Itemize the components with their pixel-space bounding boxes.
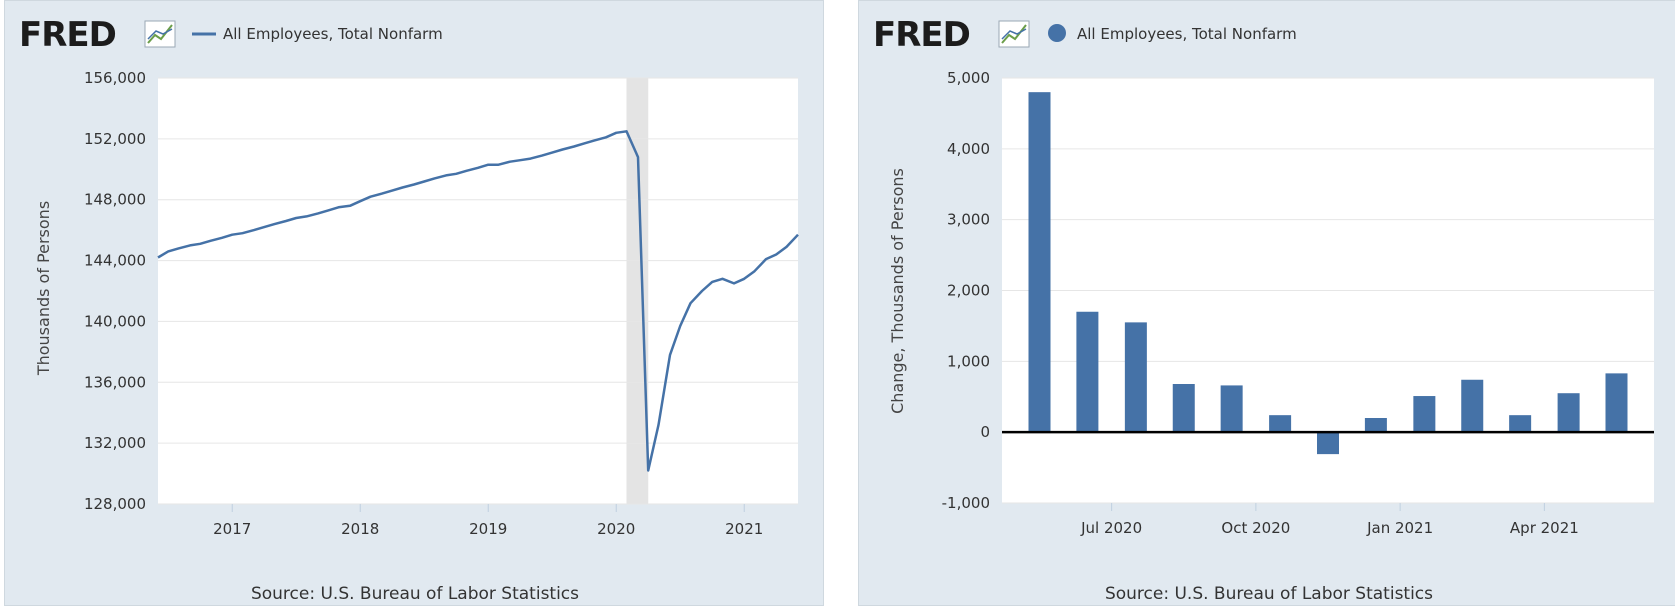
bar <box>1124 322 1147 433</box>
y-tick-label: 144,000 <box>84 252 146 270</box>
bar <box>1317 432 1339 455</box>
fred-logo: FRED <box>873 15 970 55</box>
y-tick-label: 5,000 <box>947 69 990 87</box>
series-line <box>157 130 799 472</box>
fred-logo: FRED <box>19 15 116 55</box>
y-tick-label: 128,000 <box>84 495 146 513</box>
y-tick-label: 140,000 <box>84 312 146 330</box>
fred-logo-graph-icon <box>144 20 176 48</box>
chart-panel-employment-level: FRED All Employees, Total Nonfarm 156,00… <box>4 0 824 606</box>
bar <box>1461 379 1484 433</box>
y-tick-label: 1,000 <box>947 352 990 370</box>
line-chart: FRED All Employees, Total Nonfarm 156,00… <box>19 15 799 604</box>
legend-label: All Employees, Total Nonfarm <box>223 25 443 43</box>
bar <box>1076 311 1099 433</box>
legend-dot-icon <box>1048 24 1066 42</box>
x-tick-label: Oct 2020 <box>1221 519 1290 537</box>
source-note: Source: U.S. Bureau of Labor Statistics <box>251 584 579 604</box>
bar <box>1413 396 1436 433</box>
legend-label: All Employees, Total Nonfarm <box>1077 25 1297 43</box>
x-tick-label: 2018 <box>341 520 379 538</box>
y-tick-label: 132,000 <box>84 434 146 452</box>
bar <box>1605 373 1628 433</box>
y-tick-label: 0 <box>980 423 990 441</box>
y-tick-label: 148,000 <box>84 191 146 209</box>
y-tick-label: 4,000 <box>947 140 990 158</box>
bar <box>1557 393 1580 433</box>
bar <box>1269 415 1292 433</box>
y-tick-label: 136,000 <box>84 373 146 391</box>
bar <box>1220 385 1243 433</box>
y-axis-title: Thousands of Persons <box>34 201 53 376</box>
x-tick-label: 2021 <box>725 520 763 538</box>
y-tick-label: 2,000 <box>947 282 990 300</box>
x-tick-label: 2020 <box>597 520 635 538</box>
source-note: Source: U.S. Bureau of Labor Statistics <box>1105 584 1433 604</box>
x-tick-label: Apr 2021 <box>1510 519 1579 537</box>
x-tick-label: Jan 2021 <box>1366 519 1433 537</box>
bar <box>1364 418 1387 433</box>
bar <box>1509 415 1532 433</box>
x-tick-label: Jul 2020 <box>1080 519 1142 537</box>
chart-panel-employment-change: FRED All Employees, Total Nonfarm 5,000 4… <box>858 0 1675 606</box>
bar <box>1172 384 1195 433</box>
x-tick-label: 2019 <box>469 520 507 538</box>
bar <box>1028 92 1051 433</box>
y-tick-label: 3,000 <box>947 211 990 229</box>
plot-area <box>158 78 798 504</box>
recession-shading <box>626 78 649 504</box>
y-tick-label: -1,000 <box>942 494 990 512</box>
x-tick-label: 2017 <box>213 520 251 538</box>
bar-chart: FRED All Employees, Total Nonfarm 5,000 4… <box>873 15 1654 604</box>
y-tick-label: 152,000 <box>84 130 146 148</box>
y-axis-title: Change, Thousands of Persons <box>888 168 907 414</box>
fred-logo-graph-icon <box>998 20 1030 48</box>
y-tick-label: 156,000 <box>84 69 146 87</box>
